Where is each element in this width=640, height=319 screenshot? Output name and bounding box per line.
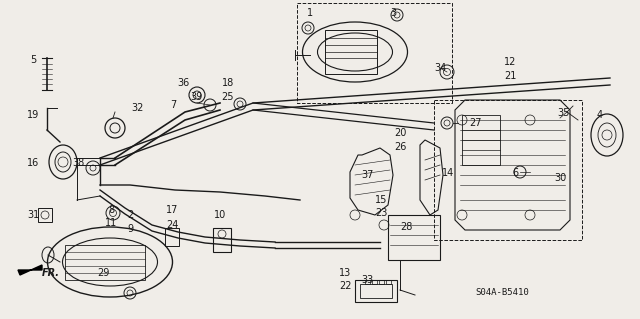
Text: 12: 12 (504, 57, 516, 67)
Text: 8: 8 (108, 205, 114, 215)
Text: 37: 37 (362, 170, 374, 180)
Polygon shape (18, 265, 42, 275)
Bar (165, 228, 179, 246)
Text: 31: 31 (27, 210, 39, 220)
Text: 20: 20 (394, 128, 406, 138)
Text: 30: 30 (554, 173, 566, 183)
Text: 4: 4 (597, 110, 603, 120)
Text: S04A-B5410: S04A-B5410 (475, 288, 529, 297)
Bar (325, 30, 377, 74)
Bar (462, 115, 500, 165)
Text: 39: 39 (190, 92, 202, 102)
Bar (388, 215, 440, 260)
Text: 15: 15 (375, 195, 387, 205)
Text: 14: 14 (442, 168, 454, 178)
Bar (355, 280, 397, 302)
Text: 11: 11 (105, 218, 117, 228)
Text: 28: 28 (400, 222, 412, 232)
Bar (297, 3, 452, 103)
Text: 2: 2 (127, 210, 133, 220)
Text: 19: 19 (27, 110, 39, 120)
Text: 13: 13 (339, 268, 351, 278)
Text: 16: 16 (27, 158, 39, 168)
Text: 10: 10 (214, 210, 226, 220)
Bar (379, 280, 384, 284)
Text: 9: 9 (127, 224, 133, 234)
Text: FR.: FR. (42, 268, 60, 278)
Bar (386, 280, 391, 284)
Text: 36: 36 (177, 78, 189, 88)
Text: 7: 7 (170, 100, 176, 110)
Text: 29: 29 (97, 268, 109, 278)
Bar (213, 228, 231, 252)
Text: 3: 3 (390, 8, 396, 18)
Text: 34: 34 (434, 63, 446, 73)
Text: 22: 22 (339, 281, 351, 291)
Text: 6: 6 (512, 168, 518, 178)
Bar (65, 245, 145, 280)
Bar (365, 280, 370, 284)
Text: 33: 33 (361, 275, 373, 285)
Text: 17: 17 (166, 205, 178, 215)
Text: 5: 5 (30, 55, 36, 65)
Text: 24: 24 (166, 220, 178, 230)
Text: 25: 25 (221, 92, 234, 102)
Text: 26: 26 (394, 142, 406, 152)
Text: 38: 38 (72, 158, 84, 168)
Text: 23: 23 (375, 208, 387, 218)
Text: 21: 21 (504, 71, 516, 81)
Text: 35: 35 (557, 108, 569, 118)
Text: 32: 32 (131, 103, 143, 113)
Bar (38, 208, 52, 222)
Bar (372, 280, 377, 284)
Text: 18: 18 (222, 78, 234, 88)
Text: 27: 27 (468, 118, 481, 128)
Bar (360, 284, 392, 298)
Bar (434, 100, 582, 240)
Text: 1: 1 (307, 8, 313, 18)
